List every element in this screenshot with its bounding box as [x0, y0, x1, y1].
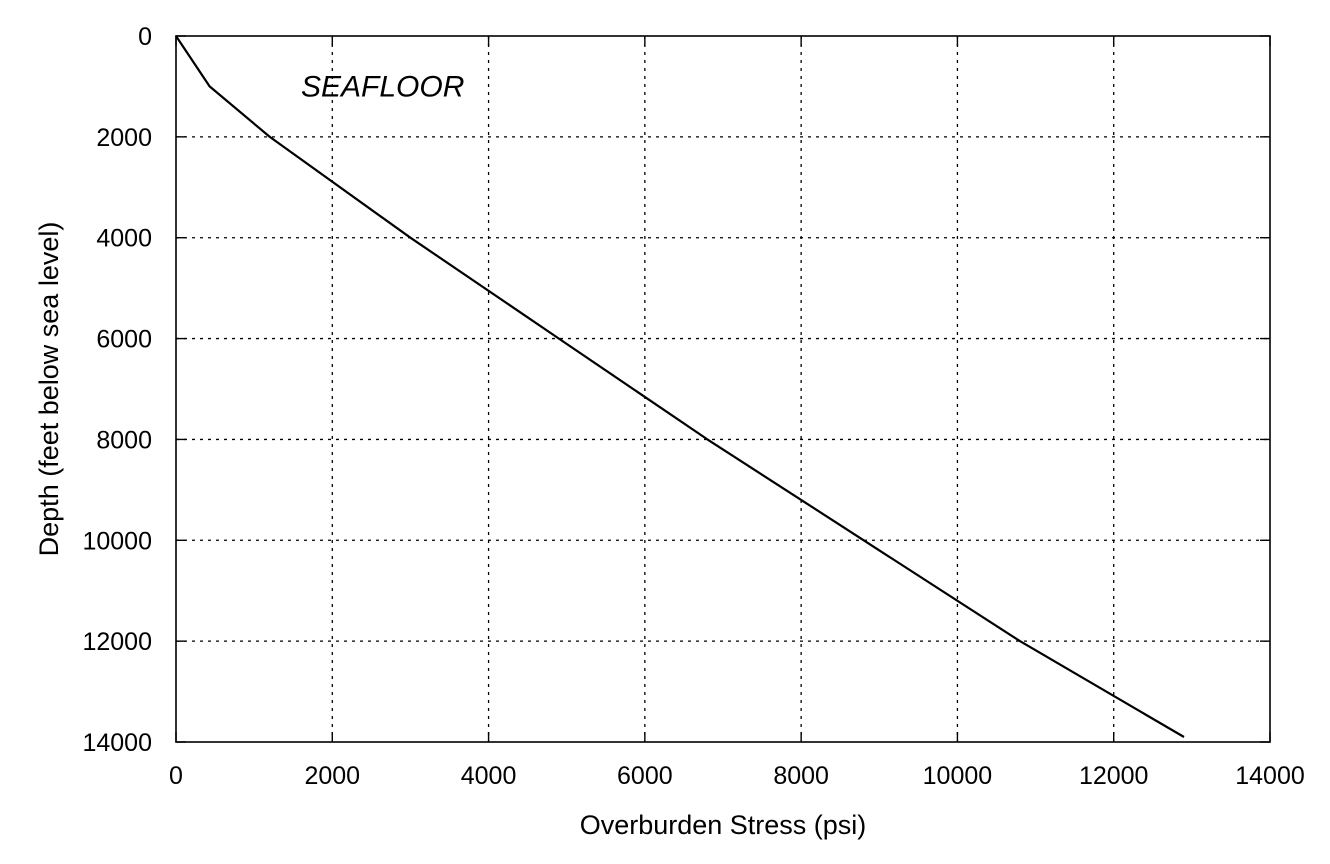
- y-axis-label: Depth (feet below sea level): [34, 222, 64, 557]
- axis-ticks: [175, 35, 1271, 743]
- x-tick-label: 10000: [923, 762, 993, 790]
- plot-frame: [175, 35, 1271, 743]
- y-tick-label: 8000: [96, 426, 152, 454]
- y-tick-label: 2000: [96, 124, 152, 152]
- grid: [176, 36, 1270, 742]
- x-tick-label: 6000: [617, 762, 673, 790]
- x-tick-label: 2000: [304, 762, 360, 790]
- x-tick-label: 8000: [773, 762, 829, 790]
- y-tick-label: 12000: [82, 628, 152, 656]
- y-tick-label: 10000: [82, 527, 152, 555]
- y-tick-label: 6000: [96, 326, 152, 354]
- y-tick-labels: 0 2000 4000 6000 8000 10000 12000 14000: [82, 23, 152, 757]
- x-tick-label: 12000: [1079, 762, 1149, 790]
- y-tick-label: 14000: [82, 729, 152, 757]
- x-tick-label: 14000: [1235, 762, 1305, 790]
- x-axis-label: Overburden Stress (psi): [580, 810, 867, 840]
- seafloor-annotation: SEAFLOOR: [301, 71, 464, 104]
- x-tick-label: 4000: [461, 762, 517, 790]
- series-line-overburden: [175, 35, 1185, 738]
- x-tick-label: 0: [169, 762, 183, 790]
- y-tick-label: 4000: [96, 225, 152, 253]
- y-tick-label: 0: [138, 23, 152, 51]
- x-tick-labels: 0 2000 4000 6000 8000 10000 12000 14000: [169, 762, 1305, 790]
